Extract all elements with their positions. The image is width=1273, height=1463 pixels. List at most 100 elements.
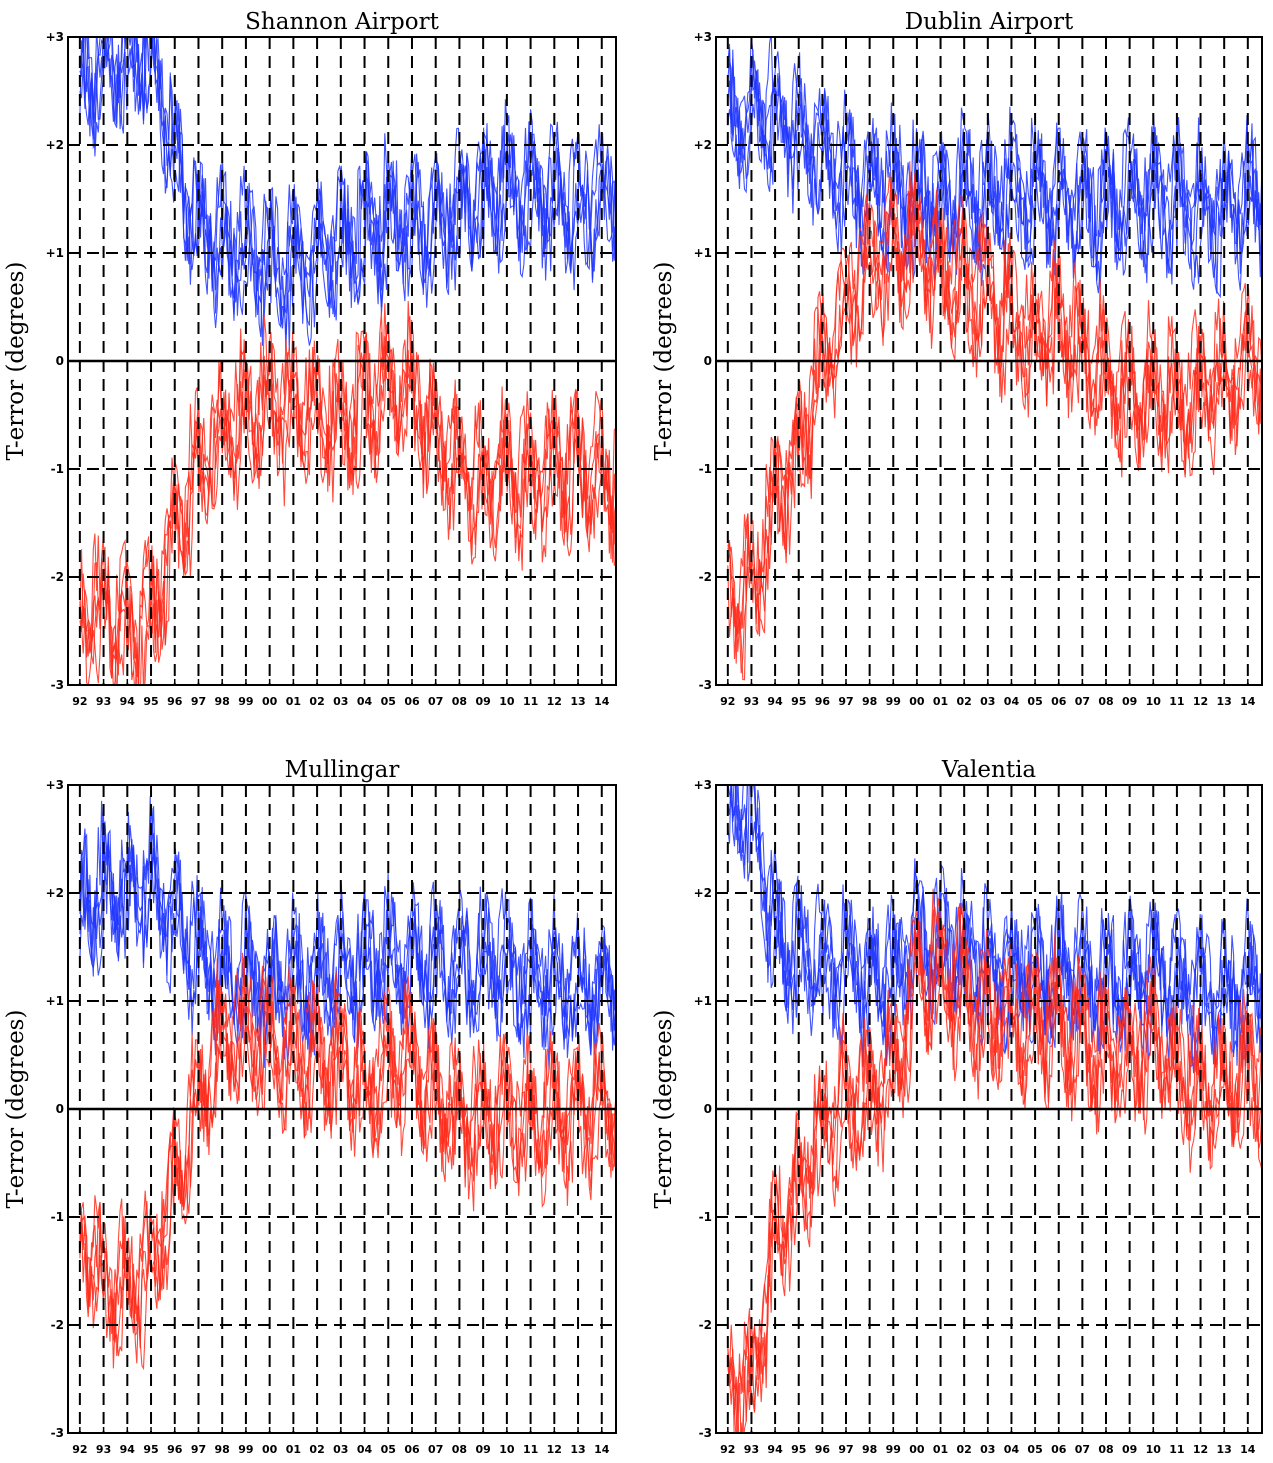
y-tick-label: -2 — [51, 570, 64, 584]
x-tick-label: 05 — [381, 1443, 396, 1456]
series-group — [79, 796, 616, 1371]
y-tick-label: -3 — [51, 678, 64, 692]
x-tick-label: 92 — [72, 1443, 87, 1456]
x-tick-label: 99 — [238, 695, 253, 708]
x-tick-label: 03 — [980, 695, 995, 708]
x-tick-label: 05 — [381, 695, 396, 708]
x-tick-label: 01 — [933, 695, 948, 708]
x-tick-label: 02 — [957, 1443, 972, 1456]
x-tick-label: 94 — [767, 695, 783, 708]
x-tick-label: 94 — [767, 1443, 783, 1456]
x-tick-label: 93 — [744, 695, 759, 708]
x-tick-label: 08 — [452, 695, 467, 708]
y-tick-label: +2 — [46, 138, 64, 152]
plot-frame — [67, 784, 617, 1434]
x-tick-label: 05 — [1027, 1443, 1042, 1456]
x-tick-label: 96 — [167, 695, 183, 708]
x-tick-label: 95 — [791, 695, 806, 708]
chart-panel-4: +3 +2 +1 0 -1 -2 -3 92 93 94 95 96 97 98 99 00 01 02 03 04 0… — [651, 757, 1263, 1456]
x-tick-label: 06 — [1051, 695, 1067, 708]
plot-frame — [67, 36, 617, 686]
series-line-2 — [79, 958, 616, 1339]
y-tick-label: -2 — [699, 1318, 712, 1332]
x-tick-label: 04 — [357, 695, 373, 708]
x-tick-label: 02 — [309, 1443, 324, 1456]
series-line-1 — [79, 807, 616, 1058]
x-tick-label: 98 — [862, 1443, 877, 1456]
x-tick-label: 12 — [547, 695, 562, 708]
y-tick-label: +3 — [46, 778, 64, 792]
y-tick-label: -2 — [699, 570, 712, 584]
x-tick-label: 99 — [886, 695, 901, 708]
x-tick-label: 01 — [286, 695, 301, 708]
series-group — [727, 37, 1262, 681]
x-tick-label: 07 — [1075, 1443, 1090, 1456]
x-tick-label: 14 — [1240, 695, 1256, 708]
series-line-1 — [79, 37, 616, 326]
x-tick-label: 03 — [333, 1443, 348, 1456]
x-tick-label: 07 — [428, 695, 443, 708]
x-tick-label: 00 — [909, 695, 925, 708]
y-tick-label: -1 — [699, 462, 712, 476]
x-tick-label: 07 — [428, 1443, 443, 1456]
y-tick-label: +1 — [694, 994, 712, 1008]
plot-frame — [715, 784, 1263, 1434]
x-tick-label: 98 — [215, 1443, 230, 1456]
y-tick-label: +1 — [694, 246, 712, 260]
x-tick-label: 09 — [1122, 1443, 1137, 1456]
x-tick-label: 09 — [475, 1443, 490, 1456]
series-line-1 — [727, 49, 1262, 279]
x-tick-label: 07 — [1075, 695, 1090, 708]
x-tick-label: 94 — [120, 1443, 136, 1456]
series-line-1 — [727, 49, 1262, 294]
x-tick-label: 10 — [499, 1443, 515, 1456]
y-tick-label: +1 — [46, 994, 64, 1008]
x-tick-label: 96 — [167, 1443, 183, 1456]
x-tick-label: 04 — [1004, 695, 1020, 708]
x-tick-label: 95 — [791, 1443, 806, 1456]
x-tick-label: 11 — [1169, 1443, 1184, 1456]
y-axis-label: T-error (degrees) — [651, 262, 677, 461]
x-tick-label: 02 — [957, 695, 972, 708]
x-tick-label: 13 — [570, 1443, 585, 1456]
x-tick-label: 99 — [238, 1443, 253, 1456]
y-axis-label: T-error (degrees) — [3, 1010, 29, 1209]
y-tick-label: -1 — [51, 462, 64, 476]
y-tick-label: +3 — [694, 778, 712, 792]
x-tick-label: 00 — [909, 1443, 925, 1456]
x-tick-label: 13 — [570, 695, 585, 708]
chart-panel-1: +3 +2 +1 0 -1 -2 -3 92 93 94 95 96 97 98 99 00 01 02 03 04 0… — [3, 9, 617, 708]
x-tick-label: 95 — [143, 695, 158, 708]
series-line-1 — [79, 806, 616, 1051]
chart-panel-3: +3 +2 +1 0 -1 -2 -3 92 93 94 95 96 97 98 99 00 01 02 03 04 0… — [3, 757, 617, 1456]
x-tick-label: 08 — [1098, 695, 1113, 708]
x-tick-label: 98 — [862, 695, 877, 708]
x-tick-label: 92 — [72, 695, 87, 708]
x-tick-label: 96 — [815, 1443, 831, 1456]
y-tick-label: 0 — [56, 354, 64, 368]
y-tick-label: -3 — [51, 1426, 64, 1440]
y-tick-label: +2 — [694, 138, 712, 152]
x-tick-label: 93 — [96, 1443, 111, 1456]
x-tick-label: 10 — [1146, 695, 1162, 708]
x-tick-label: 00 — [262, 1443, 278, 1456]
y-tick-label: 0 — [704, 1102, 712, 1116]
x-tick-label: 13 — [1217, 695, 1232, 708]
x-tick-label: 09 — [475, 695, 490, 708]
x-tick-label: 11 — [523, 1443, 538, 1456]
x-tick-label: 97 — [838, 1443, 853, 1456]
y-tick-label: -3 — [699, 1426, 712, 1440]
y-tick-label: -2 — [51, 1318, 64, 1332]
series-line-1 — [79, 796, 616, 1050]
x-tick-label: 02 — [309, 695, 324, 708]
x-tick-label: 12 — [1193, 695, 1208, 708]
chart-panel-2: +3 +2 +1 0 -1 -2 -3 92 93 94 95 96 97 98 99 00 01 02 03 04 0… — [651, 9, 1263, 708]
x-tick-label: 97 — [191, 695, 206, 708]
series-line-2 — [727, 176, 1262, 652]
x-tick-label: 93 — [744, 1443, 759, 1456]
x-tick-label: 12 — [547, 1443, 562, 1456]
series-line-2 — [727, 898, 1262, 1433]
series-line-2 — [79, 303, 616, 679]
x-tick-label: 97 — [838, 695, 853, 708]
